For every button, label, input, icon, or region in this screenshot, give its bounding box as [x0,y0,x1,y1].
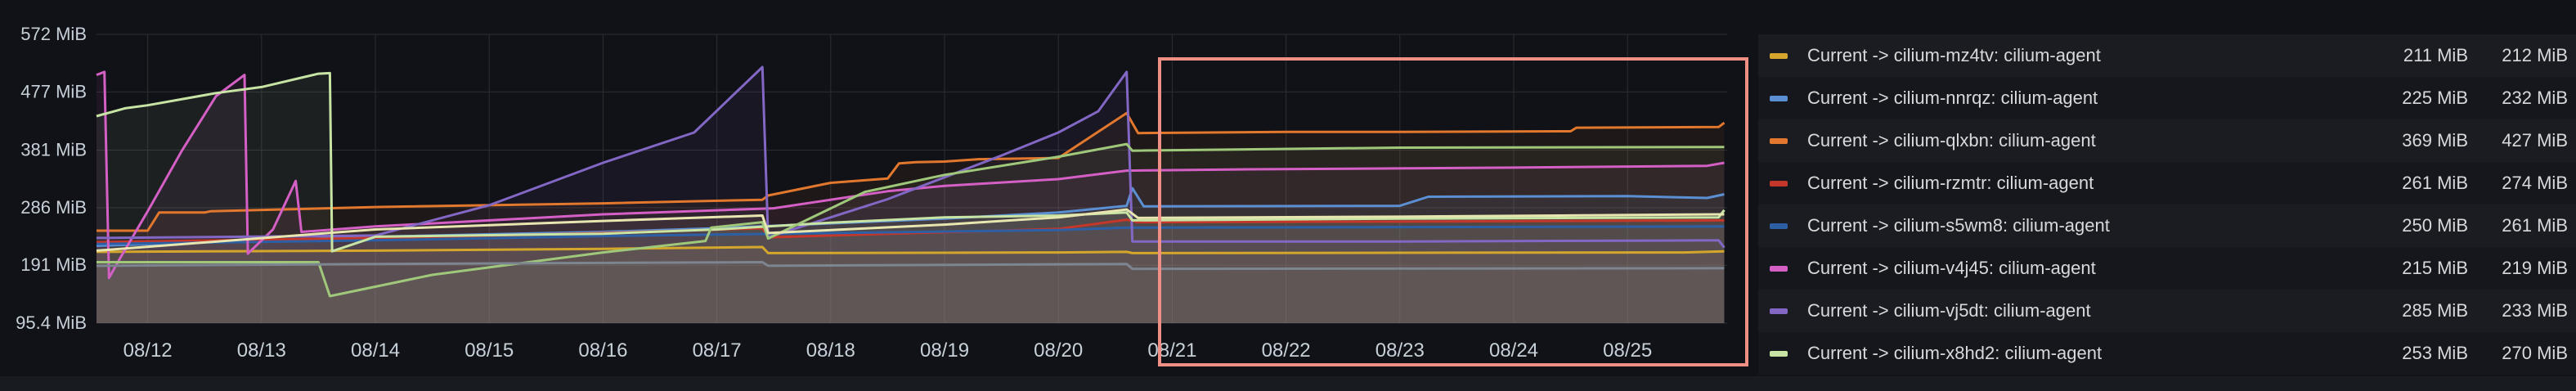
y-tick-label: 477 MiB [20,81,87,101]
y-axis-ticks: 95.4 MiB 191 MiB 286 MiB 381 MiB 477 MiB 572 … [16,24,87,333]
legend-series-name: Current -> cilium-s5wm8: cilium-agent [1807,215,2110,236]
legend-row[interactable]: Current -> cilium-vj5dt: cilium-agent 285… [1758,290,2576,332]
series-line-9 [96,208,1725,252]
legend-swatch [1770,138,1788,144]
x-tick-label: 08/21 [1147,339,1196,362]
legend-value-1: 250 MiB [2402,215,2468,236]
legend-series-name: Current -> cilium-vj5dt: cilium-agent [1807,300,2091,321]
legend-row[interactable]: Current -> cilium-mz4tv: cilium-agent 211… [1758,34,2576,77]
legend-value-2: 261 MiB [2502,215,2568,236]
x-tick-label: 08/24 [1489,339,1538,362]
x-tick-label: 08/23 [1376,339,1425,362]
x-tick-label: 08/18 [806,339,855,362]
y-tick-label: 191 MiB [20,254,87,275]
y-tick-label: 572 MiB [20,24,87,44]
legend-value-1: 369 MiB [2402,130,2468,151]
legend-value-2: 219 MiB [2502,258,2568,278]
series-line-2 [96,111,1726,232]
series-line-8 [96,142,1725,298]
legend-swatch [1770,181,1788,187]
legend-swatch [1770,96,1788,101]
legend-row[interactable]: Current -> cilium-v4j45: cilium-agent 215… [1758,247,2576,290]
series-area-5 [96,71,1725,324]
legend-row[interactable]: Current -> cilium-nnrqz: cilium-agent 225… [1758,77,2576,119]
legend-swatch [1770,351,1788,357]
x-tick-label: 08/25 [1603,339,1652,362]
legend-series-name: Current -> cilium-nnrqz: cilium-agent [1807,88,2098,108]
legend-swatch [1770,266,1788,272]
y-tick-label: 286 MiB [20,197,87,218]
legend-value-1: 253 MiB [2402,343,2468,363]
legend-value-1: 285 MiB [2402,300,2468,321]
y-tick-label: 381 MiB [20,139,87,160]
legend-value-1: 215 MiB [2402,258,2468,278]
legend-value-2: 233 MiB [2502,300,2568,321]
legend-swatch [1770,223,1788,229]
memory-line-chart: 95.4 MiB 191 MiB 286 MiB 381 MiB 477 MiB 572 … [16,24,1727,362]
series-area-6 [96,67,1725,323]
legend-value-2: 270 MiB [2502,343,2568,363]
y-tick-label: 95.4 MiB [16,312,87,333]
series-line-6 [96,65,1726,249]
x-axis-ticks: 08/12 08/13 08/14 08/15 08/16 08/17 08/18 08/19… [123,339,1653,362]
x-tick-label: 08/16 [578,339,627,362]
series-line-7 [96,71,1726,253]
legend-series-name: Current -> cilium-qlxbn: cilium-agent [1807,130,2096,151]
legend-value-2: 274 MiB [2502,173,2568,193]
legend-row[interactable]: Current -> cilium-x8hd2: cilium-agent 253… [1758,332,2576,375]
legend-swatch [1770,308,1788,314]
bottom-scroll-bar [0,376,2576,391]
series-line-10 [96,261,1725,271]
x-tick-label: 08/13 [237,339,286,362]
legend-series-name: Current -> cilium-v4j45: cilium-agent [1807,258,2096,278]
legend-value-1: 261 MiB [2402,173,2468,193]
legend-value-2: 427 MiB [2502,130,2568,151]
legend-value-2: 212 MiB [2502,45,2568,65]
x-tick-label: 08/22 [1262,339,1311,362]
series-line-4 [96,225,1725,245]
legend-series-name: Current -> cilium-rzmtr: cilium-agent [1807,173,2094,193]
series-area-10 [96,262,1725,323]
series-area-3 [96,219,1725,323]
legend-value-1: 211 MiB [2403,45,2468,65]
legend-row[interactable]: Current -> cilium-qlxbn: cilium-agent 369… [1758,119,2576,162]
legend-series-name: Current -> cilium-mz4tv: cilium-agent [1807,45,2101,65]
legend-table: Current -> cilium-mz4tv: cilium-agent 211… [1758,34,2576,375]
legend-value-1: 225 MiB [2402,88,2468,108]
legend-series-name: Current -> cilium-x8hd2: cilium-agent [1807,343,2103,363]
series-line-0 [96,245,1725,254]
series-area-fills [96,67,1725,324]
legend-row[interactable]: Current -> cilium-s5wm8: cilium-agent 250… [1758,204,2576,247]
x-tick-label: 08/14 [351,339,400,362]
x-tick-label: 08/17 [693,339,742,362]
legend-swatch [1770,53,1788,59]
x-tick-label: 08/15 [464,339,514,362]
series-area-7 [96,73,1725,324]
x-tick-label: 08/20 [1034,339,1083,362]
legend-row[interactable]: Current -> cilium-rzmtr: cilium-agent 261… [1758,162,2576,204]
chart-svg: 95.4 MiB 191 MiB 286 MiB 381 MiB 477 MiB 572 … [16,24,1727,362]
x-tick-label: 08/12 [123,339,173,362]
legend-value-2: 232 MiB [2502,88,2568,108]
x-tick-label: 08/19 [920,339,969,362]
